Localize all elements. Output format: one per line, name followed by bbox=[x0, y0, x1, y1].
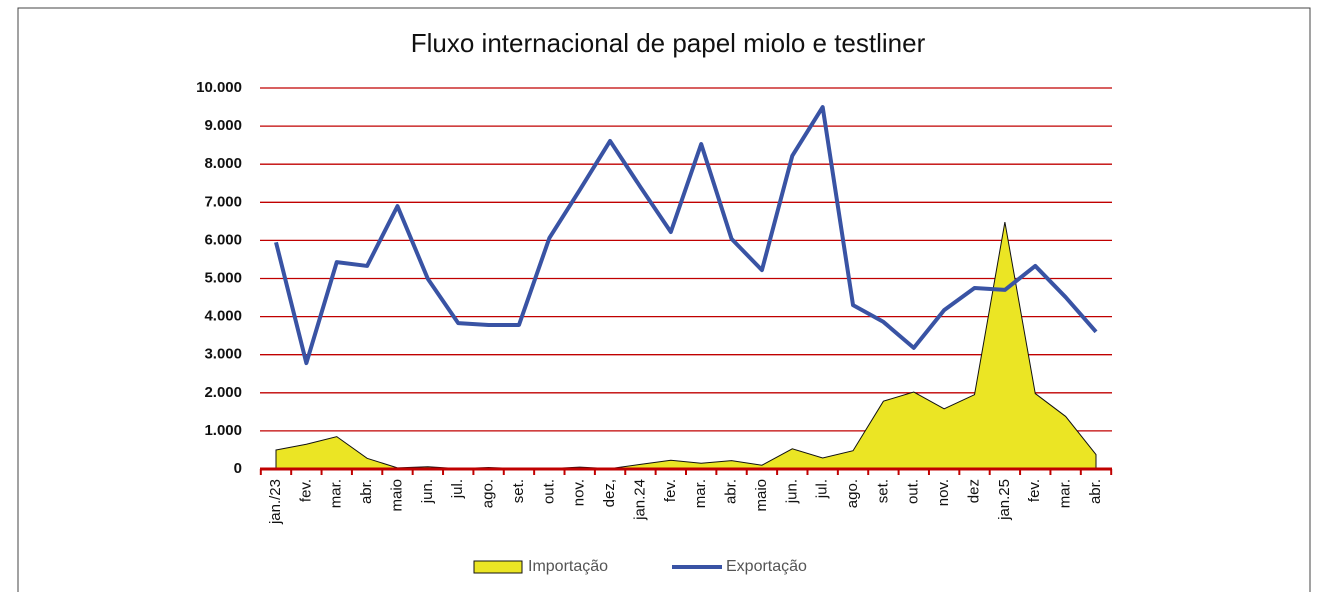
x-tick-label: fev. bbox=[662, 479, 679, 502]
x-tick-label: jul. bbox=[814, 479, 831, 499]
chart-title: Fluxo internacional de papel miolo e tes… bbox=[411, 28, 926, 58]
x-tick-label: mar. bbox=[328, 479, 345, 508]
y-tick-label: 9.000 bbox=[204, 117, 242, 134]
x-tick-label: jan./23 bbox=[267, 479, 284, 525]
x-tick-label: nov. bbox=[935, 479, 952, 506]
y-tick-label: 10.000 bbox=[196, 79, 242, 96]
y-tick-label: 7.000 bbox=[204, 193, 242, 210]
x-tick-label: out. bbox=[905, 479, 922, 504]
x-tick-label: jan.24 bbox=[631, 479, 648, 521]
x-tick-label: fev. bbox=[297, 479, 314, 502]
y-tick-label: 4.000 bbox=[204, 308, 242, 325]
y-tick-label: 6.000 bbox=[204, 231, 242, 248]
y-tick-label: 8.000 bbox=[204, 155, 242, 172]
legend-swatch bbox=[473, 560, 523, 574]
x-tick-label: nov. bbox=[571, 479, 588, 506]
x-tick-label: jul. bbox=[449, 479, 466, 499]
x-tick-label: out. bbox=[540, 479, 557, 504]
line bbox=[274, 105, 1098, 366]
legend-label: Exportação bbox=[726, 558, 807, 575]
y-tick-label: 2.000 bbox=[204, 384, 242, 401]
frame bbox=[17, 7, 1311, 592]
legend-label: Importação bbox=[528, 558, 608, 575]
x-tick-label: set. bbox=[510, 479, 527, 503]
x-tick-label: dez bbox=[965, 479, 982, 503]
y-tick-label: 3.000 bbox=[204, 346, 242, 363]
x-tick-label: mar. bbox=[692, 479, 709, 508]
x-tick-label: abr. bbox=[723, 479, 740, 504]
x-tick-label: ago. bbox=[480, 479, 497, 508]
area bbox=[275, 222, 1097, 470]
y-tick-label: 1.000 bbox=[204, 422, 242, 439]
x-tick-label: jan.25 bbox=[996, 479, 1013, 521]
x-tick-label: jun. bbox=[783, 479, 800, 504]
y-tick-label: 0 bbox=[234, 460, 242, 477]
x-tick-label: mar. bbox=[1057, 479, 1074, 508]
y-tick-label: 5.000 bbox=[204, 269, 242, 286]
x-tick-label: maio bbox=[388, 479, 405, 512]
x-tick-label: maio bbox=[753, 479, 770, 512]
x-tick-label: abr. bbox=[1087, 479, 1104, 504]
x-tick-label: set. bbox=[874, 479, 891, 503]
x-tick-label: fev. bbox=[1026, 479, 1043, 502]
x-tick-label: dez, bbox=[601, 479, 618, 507]
x-tick-label: abr. bbox=[358, 479, 375, 504]
x-tick-label: jun. bbox=[419, 479, 436, 504]
x-tick-label: ago. bbox=[844, 479, 861, 508]
